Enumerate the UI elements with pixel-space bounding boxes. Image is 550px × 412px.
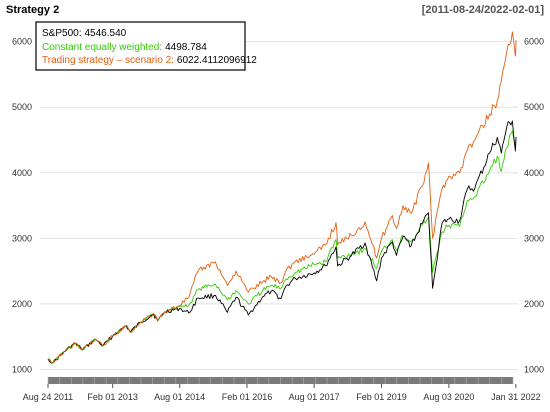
y-tick-label-right: 1000	[524, 364, 544, 374]
series-line-2	[47, 31, 517, 364]
series-line-0	[47, 120, 517, 364]
y-tick-label: 3000	[12, 233, 32, 243]
legend: S&P500: 4546.540 Constant equally weighte…	[35, 21, 257, 71]
x-tick-label: Feb 01 2016	[222, 392, 273, 402]
legend-entry-constant: Constant equally weighted: 4498.784	[42, 42, 207, 53]
y-tick-label-right: 2000	[524, 299, 544, 309]
y-axis-left: 1000 2000 3000 4000 5000 6000	[12, 37, 32, 375]
x-axis: Aug 24 2011 Feb 01 2013 Aug 01 2014 Feb 01 …	[23, 377, 541, 402]
legend-label-trading: Trading strategy – scenario 2:	[42, 55, 174, 66]
y-tick-label-right: 6000	[524, 37, 544, 47]
date-range: [2011-08-24/2022-02-01]	[422, 4, 545, 16]
legend-entry-trading: Trading strategy – scenario 2: 6022.41120…	[42, 55, 257, 66]
y-tick-label: 2000	[12, 299, 32, 309]
y-tick-label: 1000	[12, 364, 32, 374]
series-line-1	[48, 130, 517, 364]
x-tick-label: Jan 31 2022	[491, 392, 541, 402]
legend-entry-sp500: S&P500: 4546.540	[42, 28, 127, 39]
y-axis-right: 1000 2000 3000 4000 5000 6000	[524, 37, 544, 375]
y-tick-label: 5000	[12, 102, 32, 112]
x-tick-label: Aug 03 2020	[423, 392, 474, 402]
legend-value-trading: 6022.4112096912	[177, 55, 257, 66]
chart-title: Strategy 2	[6, 4, 59, 16]
x-tick-label: Feb 01 2019	[356, 392, 407, 402]
grid	[40, 41, 518, 370]
x-tick-label: Aug 24 2011	[23, 392, 73, 402]
x-tick-label: Aug 01 2017	[289, 392, 340, 402]
y-tick-label-right: 5000	[524, 102, 544, 112]
series-lines	[47, 31, 517, 364]
y-tick-label-right: 3000	[524, 233, 544, 243]
y-tick-label-right: 4000	[524, 168, 544, 178]
y-tick-label: 4000	[12, 168, 32, 178]
y-tick-label: 6000	[12, 37, 32, 47]
legend-value-sp500: 4546.540	[84, 28, 126, 39]
legend-label-sp500: S&P500:	[42, 28, 81, 39]
x-tick-label: Aug 01 2014	[154, 392, 205, 402]
legend-label-constant: Constant equally weighted:	[42, 42, 162, 53]
legend-value-constant: 4498.784	[165, 42, 207, 53]
x-tick-label: Feb 01 2013	[87, 392, 138, 402]
legend-box	[35, 21, 246, 71]
